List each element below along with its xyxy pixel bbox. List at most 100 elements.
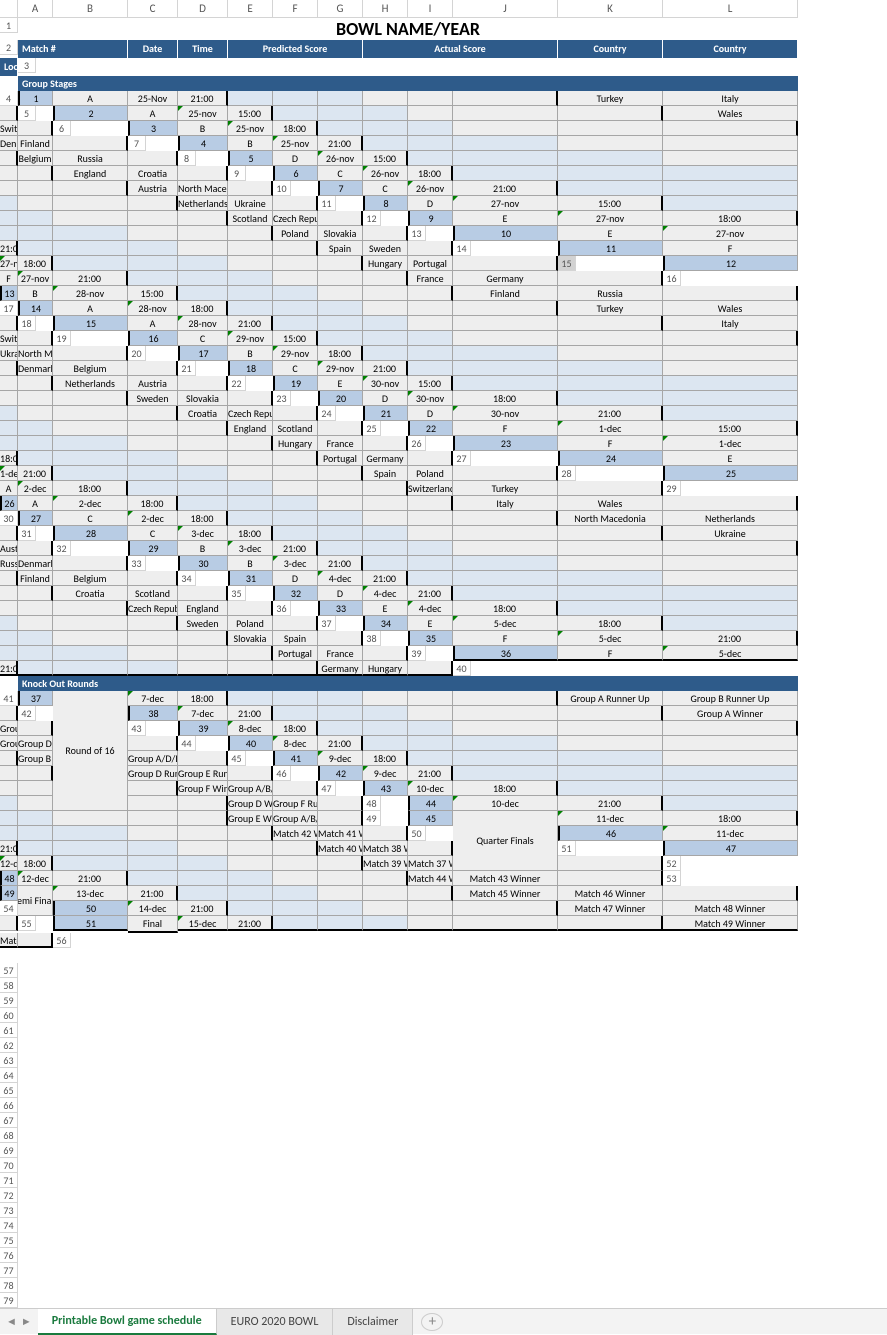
cell-country2[interactable]: Ukraine <box>228 196 273 211</box>
cell-date[interactable]: 25-nov <box>273 136 318 151</box>
cell-pred1[interactable] <box>453 376 558 391</box>
cell-pred1[interactable] <box>178 886 228 901</box>
cell-date[interactable]: 29-nov <box>273 346 318 361</box>
cell-country1[interactable]: Match 47 Winner <box>558 901 663 916</box>
row-header-61[interactable]: 61 <box>0 1023 18 1038</box>
cell-time[interactable]: 18:00 <box>273 121 318 136</box>
row-header-38[interactable]: 38 <box>363 631 381 646</box>
cell-country1[interactable]: Sweden <box>128 391 178 406</box>
cell-time[interactable]: 21:00 <box>178 91 228 106</box>
cell-date[interactable]: 29-nov <box>318 361 363 376</box>
cell-act1[interactable] <box>453 721 558 736</box>
cell-time[interactable]: 18:00 <box>318 346 363 361</box>
cell-country2[interactable]: Czech Republic <box>273 211 318 226</box>
cell-match-num[interactable]: 31 <box>228 571 273 586</box>
empty-row[interactable] <box>18 1218 798 1233</box>
cell-date[interactable]: 29-nov <box>228 331 273 346</box>
cell-country2[interactable]: France <box>318 646 363 661</box>
cell-pred1[interactable] <box>663 406 798 421</box>
cell-country1[interactable]: Netherlands <box>53 376 128 391</box>
cell-country1[interactable]: Germany <box>318 661 363 676</box>
cell-time[interactable]: 21:00 <box>318 136 363 151</box>
col-header-F[interactable]: F <box>273 0 318 18</box>
cell-country2[interactable]: Group D/E/F 3rd Place <box>18 736 53 751</box>
cell-location[interactable] <box>363 226 408 241</box>
row-header-13[interactable]: 13 <box>408 226 426 241</box>
cell-match-num[interactable]: 23 <box>453 436 558 451</box>
cell-time[interactable]: 18:00 <box>18 256 53 271</box>
cell-location[interactable] <box>363 436 408 451</box>
cell-pred1[interactable] <box>453 166 558 181</box>
cell-location[interactable] <box>178 376 228 391</box>
cell-act2[interactable] <box>228 826 273 841</box>
cell-match-num[interactable]: 38 <box>128 706 178 721</box>
cell-country1[interactable]: England <box>228 421 273 436</box>
cell-pred-sep[interactable] <box>318 526 363 541</box>
cell-group[interactable]: B <box>178 541 228 556</box>
cell-act-sep[interactable] <box>228 661 273 676</box>
cell-location[interactable] <box>273 406 318 421</box>
cell-pred2[interactable] <box>318 691 363 706</box>
cell-date[interactable]: 2-dec <box>18 481 53 496</box>
cell-pred-sep[interactable] <box>663 181 798 196</box>
cell-pred-sep[interactable] <box>273 301 318 316</box>
cell-country1[interactable]: Match 42 Winner <box>273 826 318 841</box>
cell-country2[interactable]: Austria <box>128 376 178 391</box>
row-header-41[interactable]: 41 <box>0 691 18 706</box>
cell-act1[interactable] <box>363 691 408 706</box>
cell-match-num[interactable]: 46 <box>558 826 663 841</box>
cell-pred-sep[interactable] <box>178 271 228 286</box>
cell-location[interactable] <box>0 706 18 721</box>
cell-pred-sep[interactable] <box>408 736 453 751</box>
cell-location[interactable] <box>318 421 363 436</box>
cell-act2[interactable] <box>53 181 128 196</box>
empty-row[interactable] <box>18 1278 798 1293</box>
cell-act-sep[interactable] <box>453 106 558 121</box>
cell-country2[interactable]: Poland <box>408 466 453 481</box>
cell-pred2[interactable] <box>363 526 408 541</box>
cell-pred2[interactable] <box>318 901 363 916</box>
cell-act1[interactable] <box>128 646 178 661</box>
cell-stage[interactable]: Quarter Finals <box>453 811 558 871</box>
cell-act2[interactable] <box>128 616 178 631</box>
cell-location[interactable] <box>273 616 318 631</box>
cell-location[interactable] <box>558 871 663 886</box>
cell-act2[interactable] <box>18 586 53 601</box>
cell-act1[interactable] <box>363 91 408 106</box>
cell-act2[interactable] <box>128 781 178 796</box>
cell-pred-sep[interactable] <box>228 496 273 511</box>
cell-date[interactable]: 7-dec <box>128 691 178 706</box>
cell-location[interactable] <box>273 196 318 211</box>
cell-country1[interactable]: Match 49 Winner <box>663 916 798 931</box>
cell-pred-sep[interactable] <box>558 586 663 601</box>
cell-pred1[interactable] <box>53 256 128 271</box>
cell-pred2[interactable] <box>408 541 453 556</box>
cell-date[interactable]: 3-dec <box>273 556 318 571</box>
cell-country1[interactable]: Spain <box>363 466 408 481</box>
cell-match-num[interactable]: 42 <box>318 766 363 781</box>
cell-pred2[interactable] <box>363 706 408 721</box>
row-header-59[interactable]: 59 <box>0 993 18 1008</box>
cell-location[interactable] <box>408 841 453 856</box>
row-header-17[interactable]: 17 <box>0 301 18 316</box>
cell-time[interactable]: 15:00 <box>558 196 663 211</box>
cell-pred-sep[interactable] <box>0 211 18 226</box>
cell-pred-sep[interactable] <box>663 781 798 796</box>
cell-pred2[interactable] <box>408 121 453 136</box>
cell-match-num[interactable]: 22 <box>408 421 453 436</box>
cell-location[interactable] <box>18 331 53 346</box>
cell-act-sep[interactable] <box>408 691 453 706</box>
row-header-69[interactable]: 69 <box>0 1143 18 1158</box>
cell-match-num[interactable]: 44 <box>408 796 453 811</box>
cell-location[interactable] <box>128 736 178 751</box>
cell-act1[interactable] <box>408 526 453 541</box>
cell-act-sep[interactable] <box>663 136 798 151</box>
cell-act1[interactable] <box>363 511 408 526</box>
cell-act2[interactable] <box>558 316 663 331</box>
cell-act2[interactable] <box>318 256 363 271</box>
cell-location[interactable] <box>318 211 363 226</box>
cell-group[interactable]: A <box>128 106 178 121</box>
cell-country1[interactable]: Denmark <box>18 361 53 376</box>
cell-act1[interactable] <box>558 556 663 571</box>
cell-pred-sep[interactable] <box>178 871 228 886</box>
